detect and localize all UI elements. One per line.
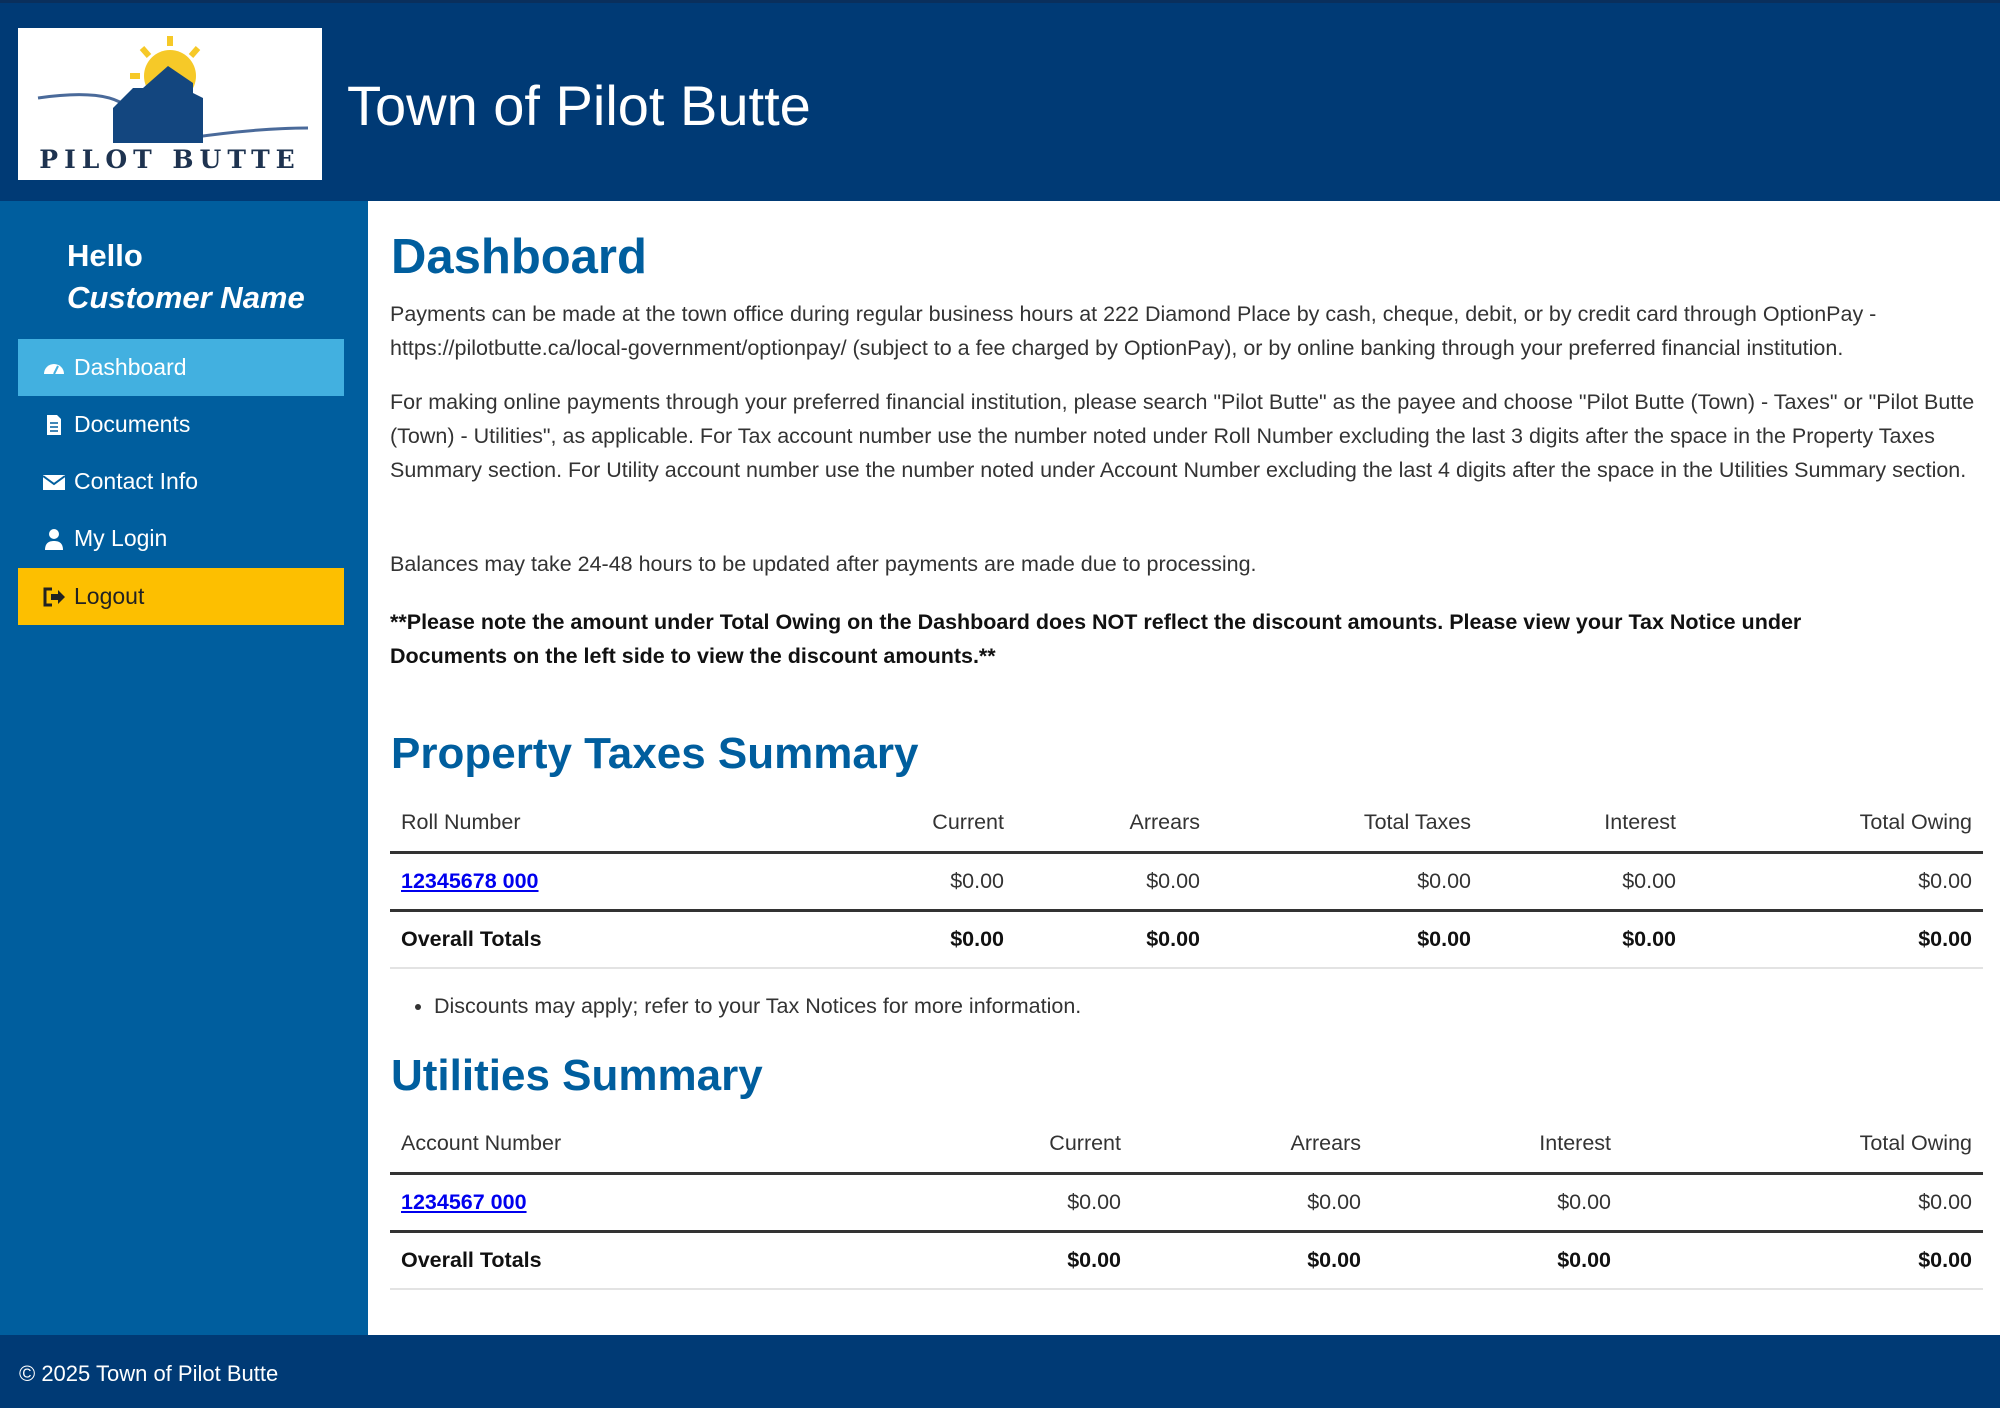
cell: $0.00 (1482, 910, 1687, 969)
cell: $0.00 (1015, 852, 1211, 912)
town-logo[interactable]: PILOT BUTTE (18, 28, 322, 180)
cell: $0.00 (1132, 1173, 1372, 1233)
cell: $0.00 (1000, 1173, 1132, 1233)
envelope-icon (42, 474, 66, 490)
cell: Overall Totals (390, 1231, 1000, 1290)
totals-row: Overall Totals $0.00 $0.00 $0.00 $0.00 (390, 1231, 1983, 1290)
table-row: 1234567 000 $0.00 $0.00 $0.00 $0.00 (390, 1173, 1983, 1233)
cell: $0.00 (1211, 852, 1482, 912)
cell: Overall Totals (390, 910, 900, 969)
column-header: Roll Number (390, 794, 900, 854)
cell: $0.00 (1622, 1173, 1983, 1233)
property-taxes-table: Roll Number Current Arrears Total Taxes Inte… (390, 794, 1983, 969)
user-icon (45, 528, 63, 550)
online-payment-paragraph: For making online payments through your … (390, 390, 1975, 482)
column-header: Arrears (1015, 794, 1211, 854)
column-header: Interest (1372, 1115, 1622, 1175)
column-header: Total Taxes (1211, 794, 1482, 854)
sidebar-item-documents[interactable]: Documents (18, 396, 344, 453)
user-name: Customer Name (67, 280, 305, 315)
svg-text:PILOT BUTTE: PILOT BUTTE (39, 145, 300, 174)
greeting: Hello (67, 238, 143, 273)
sidebar-item-contact-info[interactable]: Contact Info (18, 453, 344, 510)
property-taxes-heading: Property Taxes Summary (391, 729, 919, 778)
cell: $0.00 (1687, 852, 1983, 912)
cell: $0.00 (1211, 910, 1482, 969)
dashboard-icon (44, 363, 64, 374)
document-icon (47, 414, 61, 435)
cell: $0.00 (1372, 1231, 1622, 1290)
discount-notice: **Please note the amount under Total Owi… (390, 610, 1802, 668)
cell: $0.00 (1015, 910, 1211, 969)
column-header: Total Owing (1622, 1115, 1983, 1175)
sidebar-item-label: Documents (74, 411, 191, 437)
totals-row: Overall Totals $0.00 $0.00 $0.00 $0.00 $0.00 (390, 910, 1983, 969)
cell: $0.00 (1372, 1173, 1622, 1233)
site-title: Town of Pilot Butte (347, 74, 811, 137)
column-header: Current (1000, 1115, 1132, 1175)
balances-paragraph: Balances may take 24-48 hours to be upda… (390, 552, 1257, 576)
cell: $0.00 (900, 852, 1015, 912)
cell: $0.00 (1482, 852, 1687, 912)
account-number-link[interactable]: 1234567 000 (401, 1189, 527, 1214)
sidebar-item-dashboard[interactable]: Dashboard (18, 339, 344, 396)
column-header: Arrears (1132, 1115, 1372, 1175)
cell: $0.00 (1000, 1231, 1132, 1290)
sidebar-item-label: Contact Info (74, 468, 199, 494)
column-header: Current (900, 794, 1015, 854)
logout-button[interactable]: Logout (18, 568, 344, 625)
roll-number-link[interactable]: 12345678 000 (401, 868, 539, 893)
cell: $0.00 (1687, 910, 1983, 969)
copyright: © 2025 Town of Pilot Butte (19, 1361, 279, 1386)
main-content: Dashboard Payments can be made at the to… (390, 201, 1983, 1335)
cell: $0.00 (1132, 1231, 1372, 1290)
cell: $0.00 (1622, 1231, 1983, 1290)
discount-note: Discounts may apply; refer to your Tax N… (434, 994, 1081, 1019)
site-header: PILOT BUTTE Town of Pilot Butte (0, 0, 2000, 201)
sidebar-item-label: My Login (74, 525, 168, 551)
page-title: Dashboard (391, 230, 647, 284)
sidebar-item-label: Logout (74, 583, 145, 609)
sidebar-item-label: Dashboard (74, 354, 187, 380)
column-header: Total Owing (1687, 794, 1983, 854)
utilities-heading: Utilities Summary (391, 1051, 763, 1100)
table-row: 12345678 000 $0.00 $0.00 $0.00 $0.00 $0.00 (390, 852, 1983, 912)
cell: $0.00 (900, 910, 1015, 969)
sidebar-item-my-login[interactable]: My Login (18, 510, 344, 567)
logout-icon (43, 587, 65, 606)
footer: © 2025 Town of Pilot Butte (0, 1335, 2000, 1408)
utilities-table: Account Number Current Arrears Interest Tota… (390, 1115, 1983, 1290)
payment-info-paragraph: Payments can be made at the town office … (390, 302, 1877, 360)
sidebar: Hello Customer Name Dashboard Documents … (0, 201, 368, 1335)
column-header: Interest (1482, 794, 1687, 854)
column-header: Account Number (390, 1115, 1000, 1175)
